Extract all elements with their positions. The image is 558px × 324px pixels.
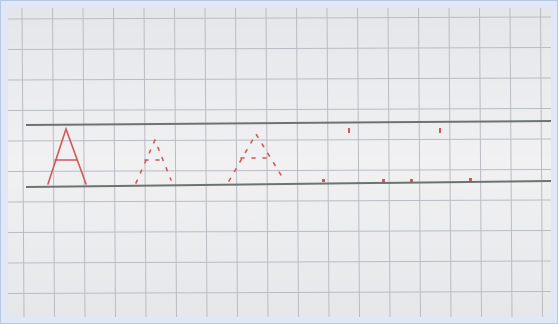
grid-line-vertical — [265, 8, 269, 317]
letter-a-solid — [47, 126, 87, 185]
top-guide-line — [25, 120, 551, 126]
grid-line-vertical — [113, 8, 116, 317]
grid-line-horizontal — [8, 230, 551, 233]
grid-line-horizontal — [8, 199, 551, 203]
grid-lines — [8, 8, 551, 317]
grid-line-vertical — [296, 8, 299, 317]
grid-line-vertical — [204, 8, 208, 317]
grid-line-vertical — [326, 8, 330, 317]
starting-dots — [322, 128, 472, 182]
grid-line-vertical — [387, 8, 391, 317]
grid-line-vertical — [418, 8, 421, 317]
paper-canvas — [8, 8, 551, 317]
grid-line-horizontal — [8, 169, 551, 172]
letter-a-dotted-2 — [228, 132, 285, 182]
grid-line-vertical — [174, 8, 177, 317]
grid-line-vertical — [52, 8, 55, 317]
letter-a-dotted-1 — [135, 137, 172, 184]
grid-line-vertical — [357, 8, 360, 317]
grid-line-vertical — [448, 8, 452, 317]
grid-line-vertical — [479, 8, 482, 317]
grid-line-horizontal — [8, 77, 551, 81]
bottom-guide-line — [25, 180, 551, 188]
grid-line-vertical — [82, 8, 86, 317]
grid-line-horizontal — [8, 138, 551, 142]
grid-line-vertical — [509, 8, 513, 317]
grid-line-vertical — [21, 8, 25, 317]
paper-background — [8, 8, 551, 317]
grid-line-horizontal — [8, 291, 551, 294]
grid-line-vertical — [540, 8, 543, 317]
grid-line-horizontal — [8, 260, 551, 264]
grid-line-horizontal — [8, 108, 551, 111]
grid-line-horizontal — [8, 16, 551, 20]
grid-paper-photo — [8, 8, 551, 317]
grid-line-vertical — [235, 8, 238, 317]
grid-line-horizontal — [8, 47, 551, 50]
